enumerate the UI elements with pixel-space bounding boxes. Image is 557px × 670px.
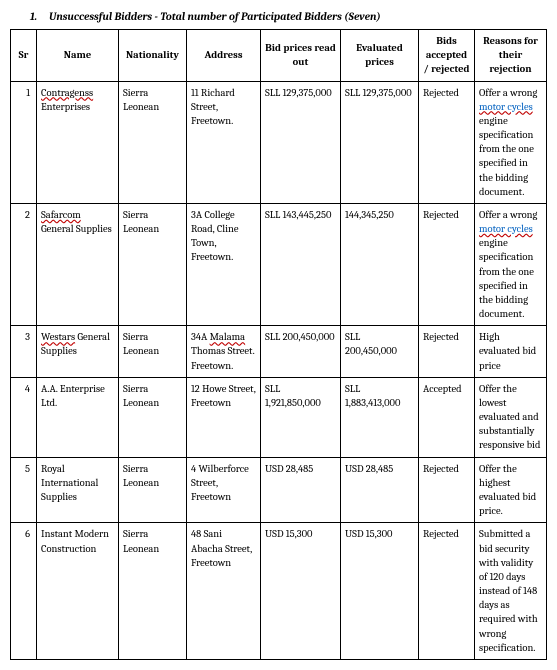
cell-bid: USD 15,300 — [261, 523, 341, 660]
table-row: 1 Contragenss Enterprises Sierra Leonean… — [11, 81, 547, 203]
col-address: Address — [187, 30, 261, 82]
cell-address: 34A Malama Thomas Street. Freetown. — [187, 326, 261, 378]
heading-number: 1. — [30, 10, 37, 23]
cell-eval: SLL 129,375,000 — [341, 81, 419, 203]
table-row: 4 A.A. Enterprise Ltd. Sierra Leonean 12… — [11, 377, 547, 457]
cell-eval: 144,345,250 — [341, 203, 419, 325]
cell-address: 48 Sani Abacha Street, Freetown — [187, 523, 261, 660]
cell-acc: Rejected — [419, 81, 475, 203]
cell-sr: 4 — [11, 377, 37, 457]
cell-nationality: Sierra Leonean — [119, 326, 187, 378]
table-row: 2 Safarcom General Supplies Sierra Leone… — [11, 203, 547, 325]
col-nationality: Nationality — [119, 30, 187, 82]
cell-acc: Rejected — [419, 203, 475, 325]
cell-eval: SLL 1,883,413,000 — [341, 377, 419, 457]
cell-acc: Rejected — [419, 523, 475, 660]
col-name: Name — [37, 30, 119, 82]
cell-bid: SLL 1,921,850,000 — [261, 377, 341, 457]
col-evaluated: Evaluated prices — [341, 30, 419, 82]
cell-bid: SLL 200,450,000 — [261, 326, 341, 378]
table-header-row: Sr Name Nationality Address Bid prices r… — [11, 30, 547, 82]
col-sr: Sr — [11, 30, 37, 82]
cell-name: Instant Modern Construction — [37, 523, 119, 660]
cell-eval: USD 15,300 — [341, 523, 419, 660]
section-heading: 1. Unsuccessful Bidders - Total number of… — [10, 10, 547, 23]
cell-name: Safarcom General Supplies — [37, 203, 119, 325]
cell-address: 11 Richard Street, Freetown. — [187, 81, 261, 203]
table-row: 3 Westars General Supplies Sierra Leonea… — [11, 326, 547, 378]
cell-bid: SLL 143,445,250 — [261, 203, 341, 325]
cell-address: 12 Howe Street, Freetown — [187, 377, 261, 457]
cell-acc: Rejected — [419, 326, 475, 378]
cell-reason: High evaluated bid price — [475, 326, 547, 378]
cell-nationality: Sierra Leonean — [119, 203, 187, 325]
col-bid-prices: Bid prices read out — [261, 30, 341, 82]
cell-acc: Accepted — [419, 377, 475, 457]
table-row: 6 Instant Modern Construction Sierra Leo… — [11, 523, 547, 660]
cell-reason: Offer a wrong motor cycles engine specif… — [475, 81, 547, 203]
cell-sr: 1 — [11, 81, 37, 203]
col-accepted: Bids accepted / rejected — [419, 30, 475, 82]
cell-bid: SLL 129,375,000 — [261, 81, 341, 203]
cell-name: A.A. Enterprise Ltd. — [37, 377, 119, 457]
cell-reason: Offer a wrong motor cycles engine specif… — [475, 203, 547, 325]
col-reason: Reasons for their rejection — [475, 30, 547, 82]
cell-name: Westars General Supplies — [37, 326, 119, 378]
cell-sr: 2 — [11, 203, 37, 325]
heading-text: Unsuccessful Bidders - Total number of P… — [49, 10, 381, 23]
cell-sr: 6 — [11, 523, 37, 660]
cell-reason: Offer the lowest evaluated and substanti… — [475, 377, 547, 457]
cell-nationality: Sierra Leonean — [119, 81, 187, 203]
cell-address: 3A College Road, Cline Town, Freetown. — [187, 203, 261, 325]
bidders-table: Sr Name Nationality Address Bid prices r… — [10, 29, 547, 660]
cell-eval: SLL 200,450,000 — [341, 326, 419, 378]
cell-name: Contragenss Enterprises — [37, 81, 119, 203]
cell-reason: Submitted a bid security with validity o… — [475, 523, 547, 660]
cell-sr: 3 — [11, 326, 37, 378]
cell-nationality: Sierra Leonean — [119, 523, 187, 660]
cell-nationality: Sierra Leonean — [119, 377, 187, 457]
